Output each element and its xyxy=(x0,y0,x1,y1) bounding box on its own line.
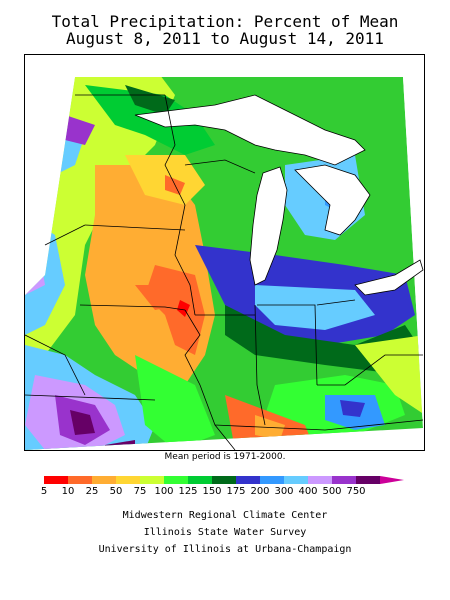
lake-superior xyxy=(134,94,366,166)
legend-swatch xyxy=(212,476,237,484)
legend-tick-label: 5 xyxy=(40,486,48,497)
legend-tick-label: 50 xyxy=(109,486,123,497)
legend-swatch xyxy=(68,476,93,484)
legend-swatch xyxy=(164,476,189,484)
legend-tick-label: 100 xyxy=(154,486,174,497)
map-canvas xyxy=(25,55,424,450)
map-title-line2: August 8, 2011 to August 14, 2011 xyxy=(66,29,384,48)
lake-michigan xyxy=(249,166,288,286)
legend-tick-label: 25 xyxy=(85,486,99,497)
legend-swatch xyxy=(236,476,261,484)
legend-tick-label: 150 xyxy=(202,486,222,497)
legend-swatch xyxy=(116,476,141,484)
legend-swatch xyxy=(188,476,213,484)
legend-swatch xyxy=(44,476,69,484)
legend-swatch xyxy=(356,476,381,484)
credit-isws: Illinois State Water Survey xyxy=(143,527,307,538)
legend-tick-label: 175 xyxy=(226,486,246,497)
state-boundaries xyxy=(25,94,424,450)
legend-tick-label: 75 xyxy=(133,486,147,497)
color-legend xyxy=(44,476,404,484)
lake-huron xyxy=(294,164,371,236)
legend-tick-label: 300 xyxy=(274,486,294,497)
legend-swatch xyxy=(140,476,165,484)
map-title-line1: Total Precipitation: Percent of Mean xyxy=(51,12,399,31)
legend-tick-label: 500 xyxy=(322,486,342,497)
legend-swatch xyxy=(332,476,357,484)
legend-swatch xyxy=(308,476,333,484)
credit-mrcc: Midwestern Regional Climate Center xyxy=(122,510,328,521)
legend-swatch xyxy=(260,476,285,484)
outside-domain xyxy=(25,55,424,436)
legend-tick-label: 125 xyxy=(178,486,198,497)
legend-swatch xyxy=(92,476,117,484)
mean-period-note: Mean period is 1971-2000. xyxy=(164,452,286,462)
legend-tick-label: 400 xyxy=(298,486,318,497)
precipitation-map xyxy=(24,54,425,451)
legend-arrow xyxy=(380,476,404,484)
legend-tick-label: 10 xyxy=(61,486,75,497)
legend-swatch xyxy=(284,476,309,484)
legend-tick-label: 200 xyxy=(250,486,270,497)
legend-tick-label: 750 xyxy=(346,486,366,497)
credit-uiuc: University of Illinois at Urbana-Champai… xyxy=(98,544,352,555)
lake-erie xyxy=(354,259,424,296)
